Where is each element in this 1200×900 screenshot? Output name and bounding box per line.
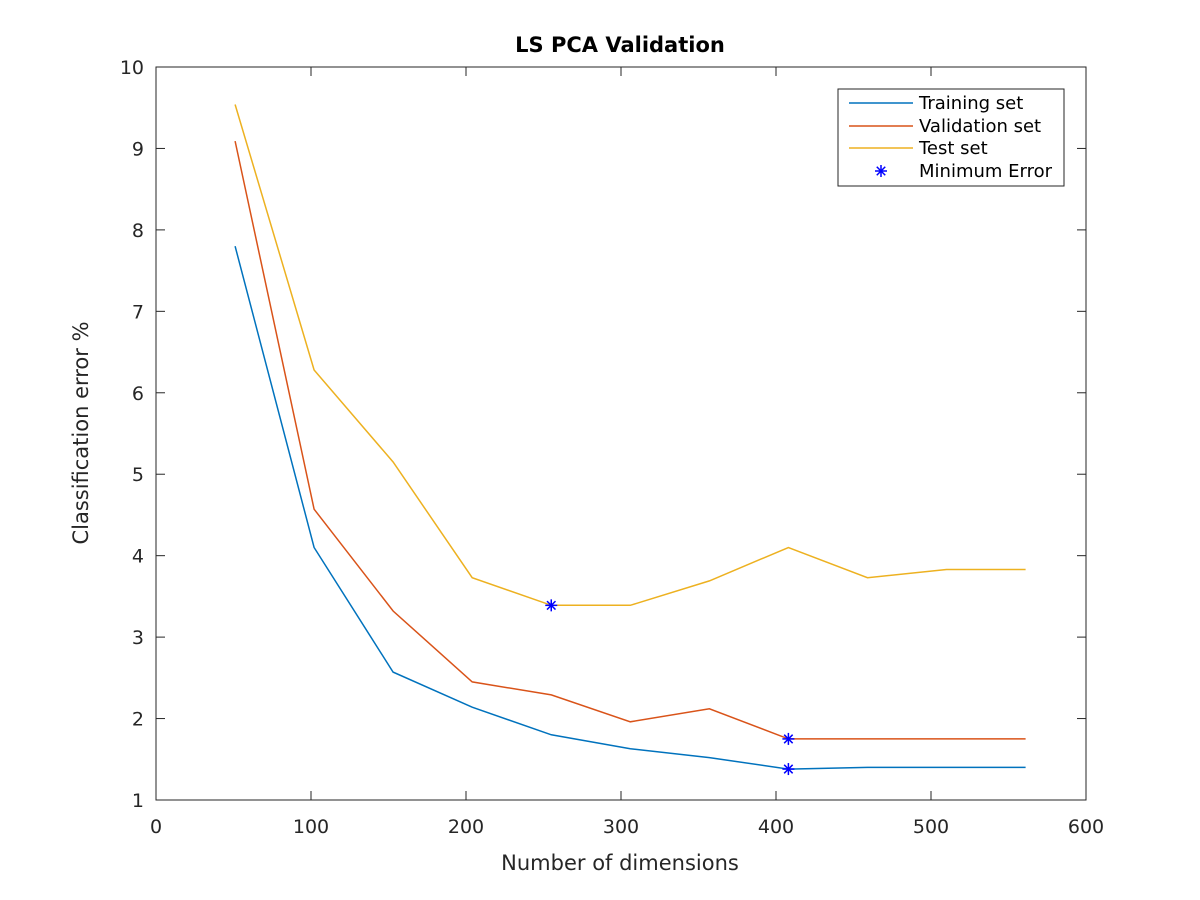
series-line-validation-set (234, 140, 1026, 740)
minimum-error-marker (782, 732, 795, 745)
y-tick-label: 8 (132, 220, 144, 242)
y-tick-label: 1 (132, 790, 144, 812)
legend-box (837, 88, 1065, 187)
legend-label-training-set: Training set (918, 93, 1023, 114)
y-tick-label: 4 (132, 546, 144, 568)
plot-area: 0 100 200 300 400 500 600 1 2 3 4 5 6 7 8 9 10 (120, 57, 1104, 838)
y-tick-label: 6 (132, 383, 144, 405)
chart-title: LS PCA Validation (515, 33, 725, 57)
x-axis-label: Number of dimensions (501, 851, 739, 875)
x-tick-label: 100 (293, 816, 329, 838)
y-tick-label: 7 (132, 301, 144, 323)
x-tick-label: 200 (448, 816, 484, 838)
x-tick-label: 400 (758, 816, 794, 838)
y-tick-label: 3 (132, 627, 144, 649)
minimum-error-marker (782, 763, 795, 776)
y-tick-label: 9 (132, 138, 144, 160)
x-tick-label: 300 (603, 816, 639, 838)
x-tick-label: 600 (1068, 816, 1104, 838)
x-tick-label: 0 (150, 816, 162, 838)
axis-ticks: 0 100 200 300 400 500 600 1 2 3 4 5 6 7 8 9 10 (120, 57, 1104, 838)
minimum-error-markers (545, 599, 795, 776)
legend-label-minimum-error: Minimum Error (919, 161, 1053, 182)
series-line-training-set (234, 246, 1026, 770)
y-tick-label: 5 (132, 464, 144, 486)
series-lines (234, 104, 1026, 770)
y-tick-label: 10 (120, 57, 144, 79)
series-line-test-set (234, 104, 1026, 607)
legend-label-validation-set: Validation set (919, 116, 1041, 137)
minimum-error-marker (545, 599, 558, 612)
axes-box (155, 66, 1087, 801)
x-tick-label: 500 (913, 816, 949, 838)
y-tick-label: 2 (132, 709, 144, 731)
y-axis-label: Classification error % (69, 321, 93, 544)
legend-label-test-set: Test set (918, 138, 988, 159)
legend-swatch-minimum-error (875, 165, 887, 177)
